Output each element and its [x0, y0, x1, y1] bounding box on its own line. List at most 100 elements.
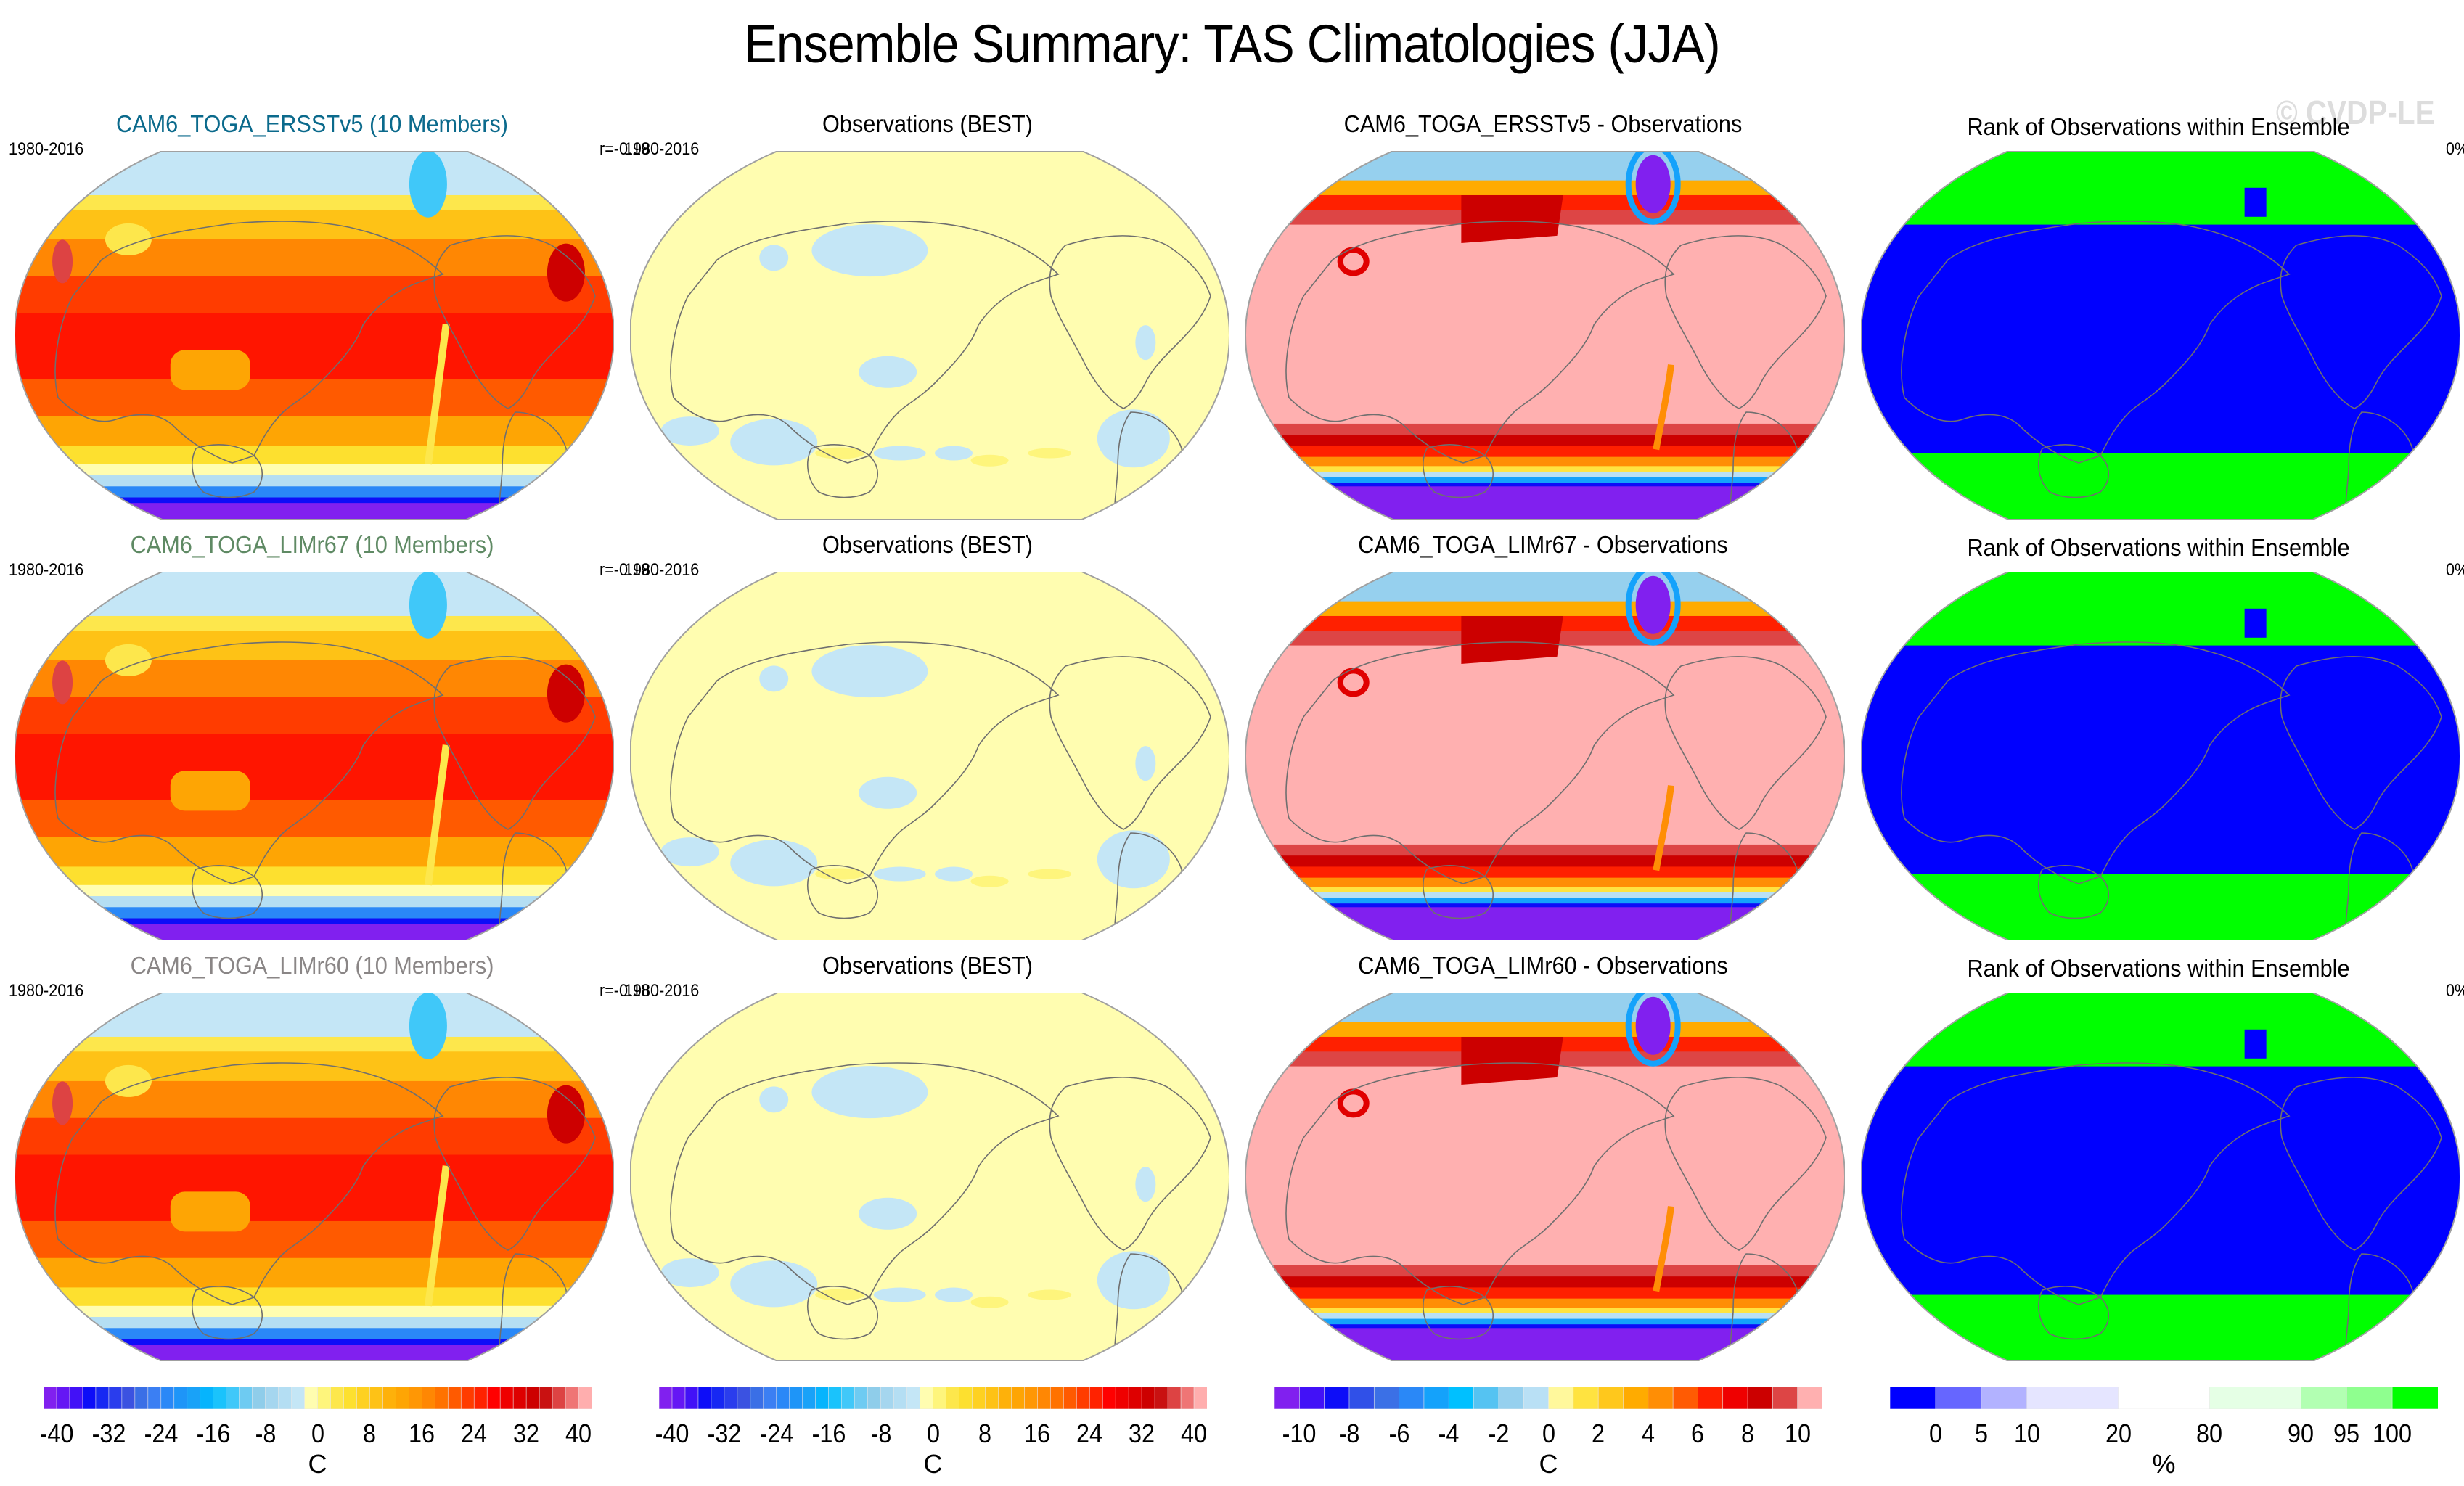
rank-low-patch [2244, 608, 2267, 638]
panel-title-rank: Rank of Observations within Ensemble [1967, 113, 2350, 140]
model-field-band [15, 896, 614, 908]
coastline [1285, 641, 1675, 884]
cool-anomaly-patch [873, 866, 926, 882]
coastline [54, 1062, 444, 1305]
coastline [1901, 641, 2291, 884]
colorbar-box [867, 1387, 882, 1409]
greenland-cold-bias [1635, 575, 1671, 634]
map-border [15, 572, 614, 940]
map-border [630, 572, 1229, 940]
model-field-band [15, 1287, 614, 1307]
coastline [54, 641, 444, 884]
diff-field-band [1245, 645, 1845, 845]
colorbar-tick-label: 0 [1542, 1419, 1555, 1448]
model-field-band [15, 276, 614, 314]
rank-field-band [1861, 1294, 2460, 1361]
rank-map [1861, 993, 2460, 1361]
obs-map [630, 572, 1229, 940]
colorbar-box [447, 1387, 462, 1409]
model-field-band [15, 1317, 614, 1329]
coastline [54, 221, 444, 464]
diff-field-band [1245, 483, 1845, 488]
model-field-band [15, 486, 614, 498]
model-field-band [15, 734, 614, 801]
colorbar-box [121, 1387, 136, 1409]
period-label: 1980-2016 [9, 139, 84, 159]
colorbar-box [1623, 1387, 1649, 1409]
colorbar-box [1193, 1387, 1207, 1409]
coastline [498, 1253, 568, 1361]
colorbar-tick-label: 80 [2196, 1419, 2223, 1448]
cool-anomaly-patch [811, 224, 928, 277]
warm-anomaly-patch [815, 868, 865, 880]
model-climatology-colorbar [44, 1387, 592, 1409]
panel-title-diff: CAM6_TOGA_ERSSTv5 - Observations [1343, 110, 1743, 137]
warm-anomaly-patch [815, 447, 865, 459]
tibet-warm-bias [1337, 1088, 1370, 1118]
colorbar-box [933, 1387, 947, 1409]
diff-field-band [1245, 855, 1845, 868]
okhotsk-warm-bias [1461, 1036, 1563, 1085]
colorbar-box [671, 1387, 686, 1409]
panel-title-obs: Observations (BEST) [822, 110, 1033, 137]
map-border [1245, 151, 1845, 520]
model-field-band [15, 837, 614, 868]
coastline [807, 865, 879, 919]
colorbar-box [1548, 1387, 1574, 1409]
greenland-cold-bias-ring [1625, 993, 1681, 1067]
diff-field-band [1245, 486, 1845, 520]
diff-field-band [1245, 1328, 1845, 1361]
sahara-hot-spot [547, 1085, 585, 1144]
colorbar-box [1399, 1387, 1425, 1409]
panel-title-model: CAM6_TOGA_LIMr67 (10 Members) [130, 531, 494, 558]
map-border [1245, 993, 1845, 1361]
diff-field-band [1245, 892, 1845, 899]
rank-percent-label: 0% [2446, 981, 2464, 1001]
coastline [2038, 1286, 2110, 1340]
rank-field-band [1861, 645, 2460, 875]
model-map [15, 993, 614, 1361]
diff-field-band [1245, 471, 1845, 478]
warm-anomaly-patch [1028, 869, 1072, 879]
colorbar-box [1141, 1387, 1155, 1409]
model-field-band [15, 1036, 614, 1053]
colorbar-box [317, 1387, 332, 1409]
colorbar-box [1373, 1387, 1400, 1409]
diff-field-band [1245, 1324, 1845, 1329]
colorbar-box [278, 1387, 292, 1409]
cool-anomaly-patch [1097, 1251, 1170, 1310]
middle-east-hot-spot [52, 239, 73, 284]
colorbar-box [1024, 1387, 1039, 1409]
rank-field-band [1861, 453, 2460, 520]
colorbar-box [1154, 1387, 1168, 1409]
rank-map [1861, 572, 2460, 940]
coastline [498, 832, 568, 940]
colorbar-box [815, 1387, 830, 1409]
period-label: 1980-2016 [9, 560, 84, 580]
colorbar-box [1128, 1387, 1142, 1409]
model-field-band [15, 446, 614, 465]
colorbar-tick-label: -8 [870, 1419, 891, 1448]
colorbar-box [396, 1387, 410, 1409]
period-label: 1980-2016 [624, 139, 700, 159]
period-label: 1980-2016 [624, 560, 700, 580]
colorbar-box [422, 1387, 436, 1409]
panel-title-model: CAM6_TOGA_LIMr60 (10 Members) [130, 952, 494, 979]
colorbar-box [434, 1387, 449, 1409]
warm-anomaly-patch [970, 875, 1009, 887]
watermark: © CVDP-LE [2276, 94, 2435, 131]
model-map [15, 151, 614, 520]
coastline [1664, 656, 1827, 830]
colorbar-box [985, 1387, 999, 1409]
colorbar-tick-label: -32 [91, 1419, 126, 1448]
greenland-cold-bias-ring [1625, 151, 1681, 225]
colorbar-box [239, 1387, 253, 1409]
colorbar-box [1698, 1387, 1724, 1409]
coastline [1285, 1062, 1675, 1305]
australia-cool [170, 771, 250, 811]
okhotsk-warm-bias [1461, 194, 1563, 243]
colorbar-box [1498, 1387, 1524, 1409]
colorbar-box [382, 1387, 397, 1409]
period-label: 1980-2016 [9, 981, 84, 1001]
model-field-band [15, 1339, 614, 1346]
